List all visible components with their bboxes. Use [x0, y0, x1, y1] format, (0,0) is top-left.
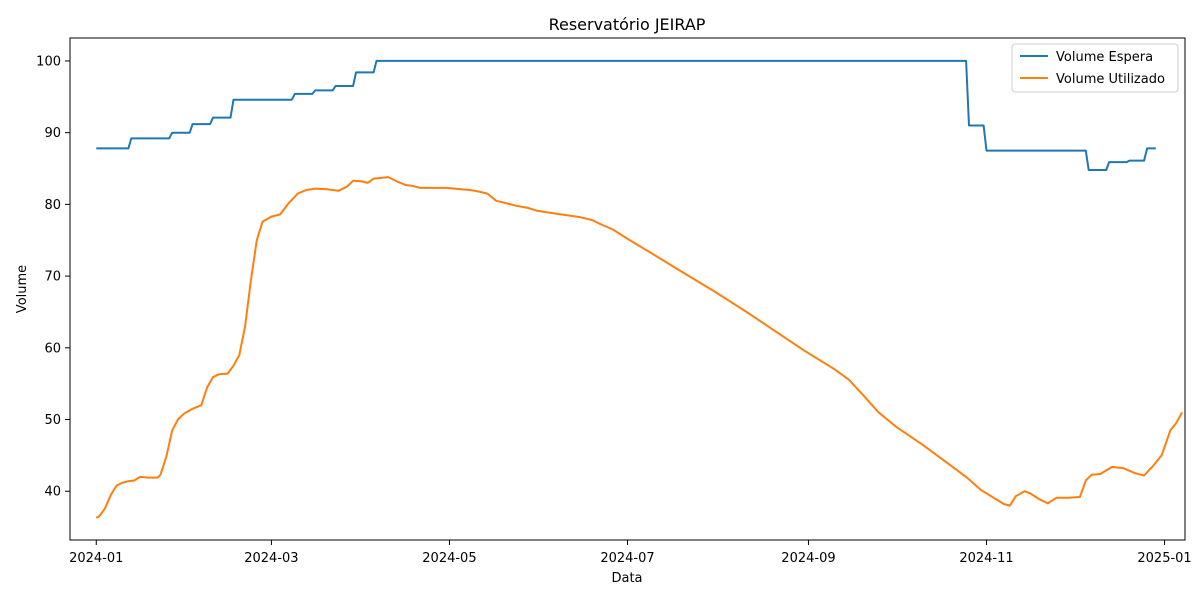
series-line-volume-espera: [96, 59, 1156, 171]
y-tick-label: 50: [44, 413, 61, 428]
y-tick-label: 90: [44, 126, 61, 141]
y-tick-label: 60: [44, 341, 61, 356]
series-lines: [95, 59, 1183, 519]
y-axis: 40 50 60 70 80 90 100: [36, 54, 70, 500]
y-tick-label: 80: [44, 198, 61, 213]
plot-frame: [69, 37, 1186, 541]
legend-label-volume-espera: Volume Espera: [1056, 50, 1153, 65]
chart-title: Reservatório JEIRAP: [549, 15, 706, 34]
x-tick-label: 2024-01: [69, 551, 123, 566]
y-tick-label: 100: [36, 54, 61, 69]
x-tick-label: 2024-03: [244, 551, 298, 566]
x-axis-title: Data: [611, 571, 642, 586]
x-tick-label: 2025-01: [1137, 551, 1191, 566]
y-tick-label: 70: [44, 270, 61, 285]
series-line-volume-utilizado: [95, 176, 1183, 519]
legend-label-volume-utilizado: Volume Utilizado: [1056, 72, 1165, 87]
legend-box: [1011, 43, 1179, 93]
y-tick-label: 40: [44, 485, 61, 500]
x-axis: 2024-01 2024-03 2024-05 2024-07 2024-09 2024-…: [69, 540, 1192, 566]
x-tick-label: 2024-11: [959, 551, 1013, 566]
legend: Volume Espera Volume Utilizado: [1011, 43, 1179, 93]
x-tick-label: 2024-07: [600, 551, 654, 566]
x-tick-label: 2024-09: [781, 551, 835, 566]
x-tick-label: 2024-05: [422, 551, 476, 566]
y-axis-title: Volume: [15, 265, 30, 313]
